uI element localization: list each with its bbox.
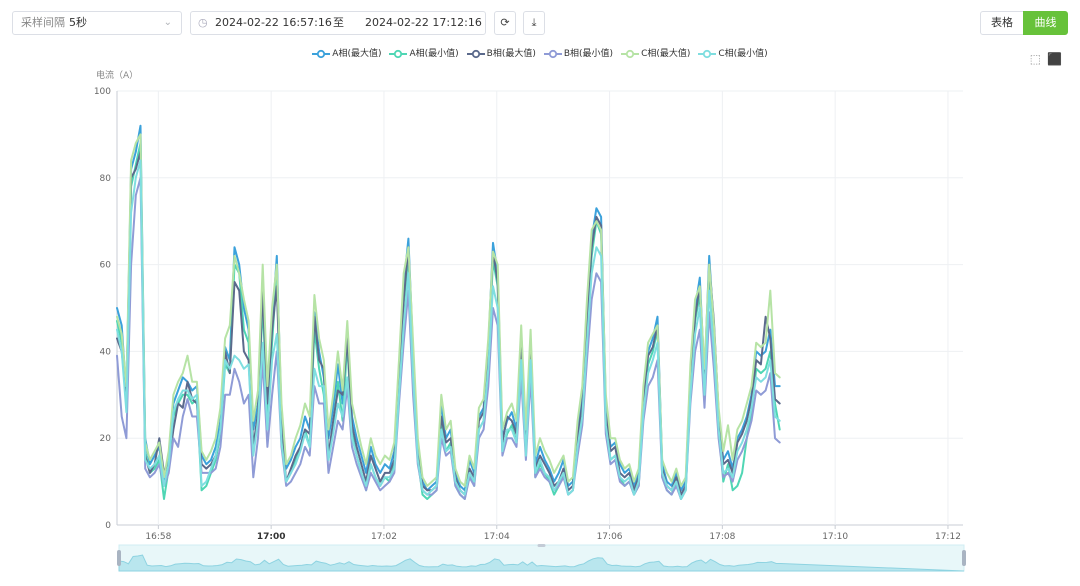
legend-marker-icon xyxy=(543,49,562,58)
sample-interval-value: 5秒 xyxy=(69,16,87,29)
download-icon: ⤓ xyxy=(531,16,537,29)
y-tick-label: 100 xyxy=(94,87,111,97)
download-button[interactable]: ⤓ xyxy=(523,11,545,35)
x-tick-label: 17:04 xyxy=(484,532,510,542)
y-tick-label: 20 xyxy=(100,434,112,444)
sample-interval-label: 采样间隔 xyxy=(21,16,65,29)
x-tick-label: 17:02 xyxy=(371,532,397,542)
legend-item[interactable]: B相(最小值) xyxy=(543,46,614,62)
end-time-input[interactable]: 2024-02-22 17:12:16 xyxy=(365,16,482,29)
x-tick-label: 17:06 xyxy=(597,532,623,542)
zoom-select-icon[interactable]: ⬚ xyxy=(1029,52,1042,66)
sample-interval-select[interactable]: 采样间隔 5秒 ⌄ xyxy=(12,11,182,35)
zoom-tools: ⬚ ⬛ xyxy=(1024,52,1062,66)
legend-marker-icon xyxy=(389,49,408,58)
curve-view-button[interactable]: 曲线 xyxy=(1023,11,1068,35)
y-tick-label: 80 xyxy=(100,174,112,184)
zoom-reset-icon[interactable]: ⬛ xyxy=(1047,52,1062,66)
zoom-drag-grip xyxy=(537,544,546,547)
legend-item[interactable]: A相(最小值) xyxy=(389,46,459,62)
legend-label: B相(最小值) xyxy=(563,49,614,59)
refresh-icon: ⟳ xyxy=(500,16,510,29)
start-time-input[interactable]: 2024-02-22 16:57:16 xyxy=(215,16,332,29)
clock-icon: ◷ xyxy=(198,16,208,29)
date-range-picker[interactable]: ◷ 2024-02-22 16:57:16 至 2024-02-22 17:12… xyxy=(190,11,486,35)
x-tick-label: 17:08 xyxy=(709,532,735,542)
legend-label: C相(最小值) xyxy=(718,49,768,59)
legend-item[interactable]: A相(最大值) xyxy=(312,46,381,62)
x-tick-label: 17:12 xyxy=(935,532,961,542)
chevron-down-icon: ⌄ xyxy=(163,17,172,28)
legend-label: A相(最小值) xyxy=(409,49,459,59)
legend-marker-icon xyxy=(312,49,331,58)
zoom-handle-right xyxy=(962,550,966,566)
range-separator: 至 xyxy=(333,16,344,29)
legend-marker-icon xyxy=(698,49,717,58)
zoom-slider-preview xyxy=(118,554,965,572)
legend-label: A相(最大值) xyxy=(332,49,382,59)
refresh-button[interactable]: ⟳ xyxy=(494,11,516,35)
legend-label: B相(最大值) xyxy=(486,49,536,59)
y-tick-label: 40 xyxy=(100,347,112,357)
legend-marker-icon xyxy=(466,49,485,58)
legend-item[interactable]: C相(最大值) xyxy=(621,46,690,62)
legend-item[interactable]: B相(最大值) xyxy=(466,46,536,62)
x-tick-label: 17:10 xyxy=(822,532,848,542)
series-line-5 xyxy=(116,133,781,487)
series-line-4 xyxy=(116,176,781,500)
legend-label: C相(最大值) xyxy=(641,49,691,59)
y-tick-label: 60 xyxy=(100,261,112,271)
table-view-button[interactable]: 表格 xyxy=(980,11,1024,35)
y-axis-title: 电流（A） xyxy=(96,69,138,81)
y-tick-label: 0 xyxy=(105,521,111,531)
legend-item[interactable]: C相(最小值) xyxy=(698,46,768,62)
toolbar: 采样间隔 5秒 ⌄ ◷ 2024-02-22 16:57:16 至 2024-02… xyxy=(0,0,1080,46)
chart-legend: A相(最大值) A相(最小值) B相(最大值) B相(最小值) C相(最大值) C相(最小… xyxy=(0,46,1080,62)
zoom-handle-left xyxy=(117,550,121,566)
legend-marker-icon xyxy=(621,49,640,58)
series-line-1 xyxy=(116,124,781,492)
series-line-6 xyxy=(116,159,781,500)
x-tick-label: 16:58 xyxy=(145,532,171,542)
x-tick-label: 17:00 xyxy=(257,532,286,542)
